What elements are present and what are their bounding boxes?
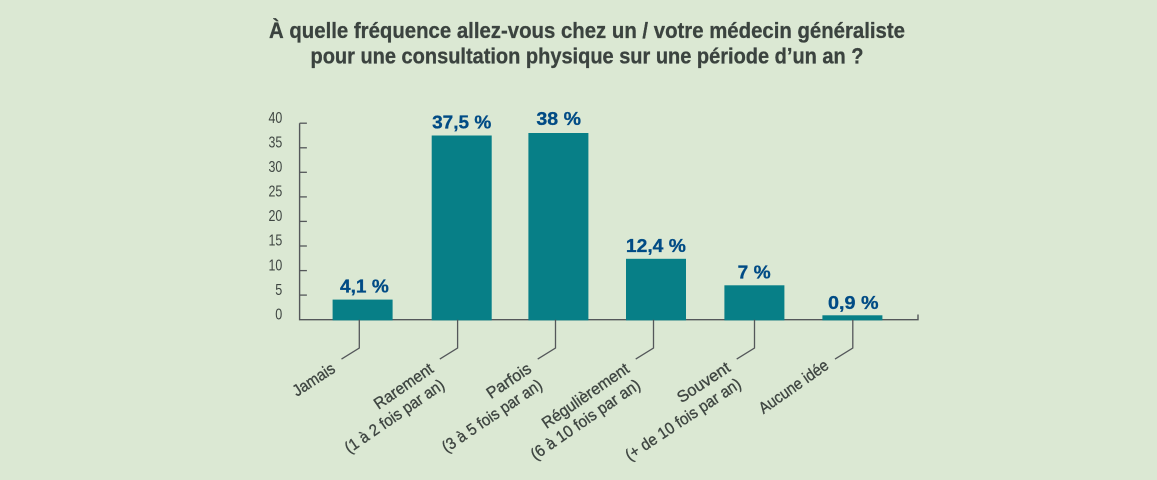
- svg-text:15: 15: [269, 233, 283, 250]
- svg-text:4,1 %: 4,1 %: [340, 275, 389, 296]
- svg-text:37,5 %: 37,5 %: [432, 112, 492, 133]
- svg-text:7 %: 7 %: [738, 262, 771, 283]
- svg-text:0: 0: [275, 306, 282, 323]
- svg-text:0,9 %: 0,9 %: [828, 292, 879, 313]
- svg-text:30: 30: [269, 159, 283, 176]
- svg-text:5: 5: [275, 282, 282, 299]
- svg-text:10: 10: [269, 257, 283, 274]
- svg-text:35: 35: [269, 135, 283, 152]
- svg-text:20: 20: [269, 208, 283, 225]
- svg-text:38 %: 38 %: [536, 108, 581, 129]
- svg-text:pour une consultation physique: pour une consultation physique sur une p…: [311, 43, 864, 68]
- svg-text:25: 25: [269, 184, 283, 201]
- svg-text:12,4 %: 12,4 %: [626, 235, 687, 256]
- svg-text:À quelle fréquence allez-vous: À quelle fréquence allez-vous chez un / …: [269, 18, 905, 43]
- svg-text:40: 40: [269, 110, 283, 127]
